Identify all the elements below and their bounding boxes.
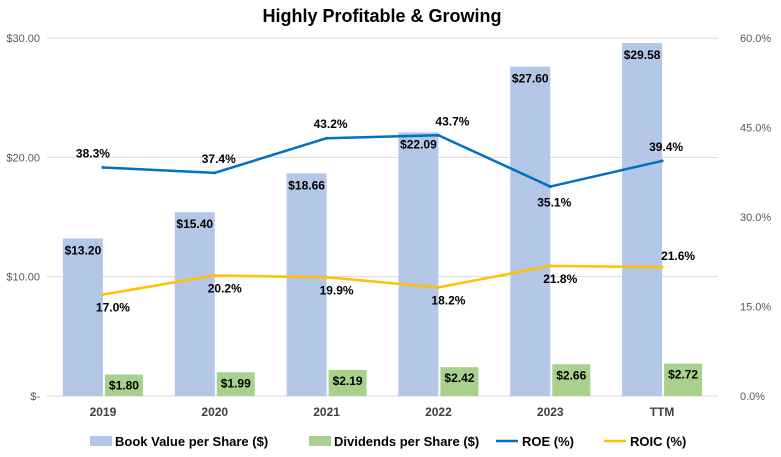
book-value-bar	[622, 43, 663, 397]
roe-data-label: 35.1%	[537, 196, 571, 210]
book-value-bar	[174, 212, 215, 396]
roe-data-label: 38.3%	[76, 146, 110, 160]
book-value-data-label: $15.40	[176, 217, 213, 231]
dividend-bar	[552, 364, 591, 396]
legend-swatch	[90, 436, 112, 446]
legend-label: ROIC (%)	[630, 434, 686, 449]
book-value-bar	[286, 173, 327, 396]
category-label: 2023	[537, 405, 564, 419]
dividend-data-label: $2.19	[333, 374, 363, 388]
roic-data-label: 20.2%	[208, 281, 242, 295]
left-axis-tick-label: $10.00	[6, 272, 40, 284]
roe-point	[213, 171, 217, 175]
roic-point	[213, 273, 217, 277]
roic-data-label: 21.6%	[661, 249, 695, 263]
roe-data-label: 39.4%	[649, 140, 683, 154]
roe-data-label: 43.2%	[314, 117, 348, 131]
legend-label: ROE (%)	[522, 434, 574, 449]
dividend-data-label: $1.99	[221, 376, 251, 390]
chart-title: Highly Profitable & Growing	[262, 6, 501, 26]
book-value-bar	[398, 132, 439, 396]
roe-point	[436, 133, 440, 137]
category-label: 2020	[201, 405, 228, 419]
legend: Book Value per Share ($) Dividends per Sh…	[90, 434, 686, 449]
left-axis-tick-label: $20.00	[6, 152, 40, 164]
legend-swatch	[309, 436, 331, 446]
book-value-data-label: $18.66	[288, 178, 325, 192]
gridlines	[47, 37, 718, 397]
right-axis: 0.0% 15.0% 30.0% 45.0% 60.0%	[740, 33, 771, 403]
roic-data-label: 21.8%	[543, 272, 577, 286]
dividend-data-label: $2.42	[444, 371, 474, 385]
dividend-bar	[440, 367, 479, 396]
dividend-data-label: $2.66	[556, 368, 586, 382]
book-value-data-label: $29.58	[624, 48, 661, 62]
roic-data-label: 19.9%	[320, 283, 354, 297]
roic-data-label: 17.0%	[96, 301, 130, 315]
roe-data-label: 37.4%	[202, 152, 236, 166]
book-value-data-label: $27.60	[512, 72, 549, 86]
roe-point	[548, 185, 552, 189]
roic-point	[436, 285, 440, 289]
right-axis-tick-label: 60.0%	[740, 33, 771, 45]
dividend-bar	[664, 363, 703, 396]
roe-point	[660, 159, 664, 163]
roe-line	[102, 134, 663, 188]
book-value-bar	[510, 66, 551, 396]
dividend-bar	[216, 372, 255, 396]
category-label: 2021	[313, 405, 340, 419]
dividend-data-label: $1.80	[109, 379, 139, 393]
legend-label: Dividends per Share ($)	[334, 434, 479, 449]
book-value-data-label: $13.20	[65, 243, 102, 257]
bar-series	[62, 43, 703, 397]
roic-point	[101, 293, 105, 297]
category-axis: 2019 2020 2021 2022 2023 TTM	[90, 405, 675, 419]
roic-data-label: 18.2%	[431, 293, 465, 307]
line-series	[101, 133, 664, 297]
dividend-bar	[328, 369, 367, 396]
roe-point	[101, 165, 105, 169]
category-label: TTM	[650, 405, 675, 419]
right-axis-tick-label: 0.0%	[740, 391, 765, 403]
book-value-data-label: $22.09	[400, 137, 437, 151]
roic-line	[102, 264, 663, 296]
dividend-bar	[104, 374, 143, 396]
right-axis-tick-label: 45.0%	[740, 123, 771, 135]
legend-label: Book Value per Share ($)	[115, 434, 268, 449]
data-labels: $13.20 $1.80 $15.40 $1.99 $18.66 $2.19 $22.09 $…	[65, 48, 699, 393]
category-label: 2019	[90, 405, 117, 419]
right-axis-tick-label: 30.0%	[740, 212, 771, 224]
book-value-bar	[62, 238, 103, 396]
roic-point	[325, 275, 329, 279]
left-axis: $- $10.00 $20.00 $30.00	[6, 33, 40, 403]
dividend-data-label: $2.72	[668, 368, 698, 382]
roe-point	[325, 136, 329, 140]
left-axis-tick-label: $-	[30, 391, 40, 403]
roic-point	[660, 265, 664, 269]
roe-data-label: 43.7%	[435, 114, 469, 128]
left-axis-tick-label: $30.00	[6, 33, 40, 45]
roic-point	[548, 264, 552, 268]
right-axis-tick-label: 15.0%	[740, 302, 771, 314]
category-label: 2022	[425, 405, 452, 419]
